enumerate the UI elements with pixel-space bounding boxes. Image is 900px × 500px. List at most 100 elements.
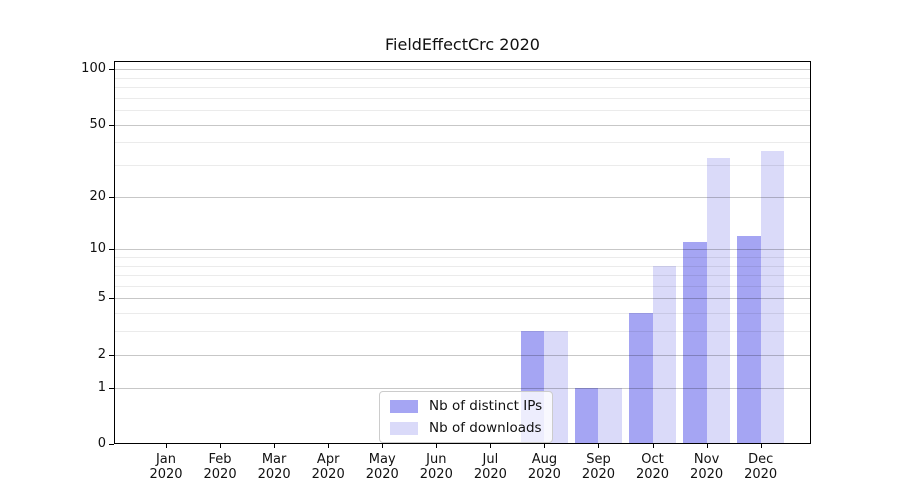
gridline-major (114, 354, 811, 356)
bar-downloads (760, 150, 785, 444)
gridline-minor (114, 87, 811, 89)
chart-title: FieldEffectCrc 2020 (385, 35, 540, 54)
y-tick-mark (109, 124, 114, 126)
gridline-minor (114, 142, 811, 144)
x-tick-mark (166, 444, 167, 448)
legend-item-downloads: Nb of downloads (390, 420, 542, 436)
x-tick-label-month: Jun (426, 452, 447, 467)
gridline-minor (114, 331, 811, 333)
x-tick-mark (220, 444, 222, 448)
x-tick-label: May 2020 (350, 452, 414, 482)
x-tick-label: Nov 2020 (675, 452, 739, 482)
x-tick-mark (760, 444, 762, 448)
y-tick-mark (109, 444, 114, 445)
x-tick-mark (382, 444, 384, 448)
y-tick-label: 5 (97, 290, 106, 306)
x-tick-label-month: Mar (261, 452, 287, 467)
gridline-minor (114, 257, 811, 258)
y-tick-label: 10 (89, 241, 106, 257)
legend-label-downloads: Nb of downloads (429, 420, 542, 436)
legend-label-distinct-ips: Nb of distinct IPs (429, 398, 543, 414)
gridline-minor (114, 313, 811, 315)
legend-swatch-distinct-ips (390, 399, 418, 413)
x-tick-label: Dec 2020 (729, 452, 793, 482)
gridline-minor (114, 97, 811, 99)
x-tick-label-month: May (368, 452, 396, 467)
y-tick-mark (109, 69, 114, 71)
legend: Nb of distinct IPs Nb of downloads (379, 391, 554, 443)
plot-area: Nb of distinct IPs Nb of downloads (114, 61, 811, 444)
x-tick-label: Mar 2020 (242, 452, 306, 482)
gridline-minor (114, 285, 811, 287)
bar-distinct-ips (683, 242, 707, 444)
x-tick-label: Oct 2020 (621, 452, 685, 482)
gridline-minor (114, 77, 811, 79)
x-tick-label-month: Jul (482, 452, 499, 467)
gridline-minor (114, 165, 811, 167)
x-tick-mark (706, 444, 708, 448)
x-tick-label-year: 2020 (419, 467, 453, 482)
bar-distinct-ips (574, 387, 599, 444)
legend-swatch-downloads (390, 421, 418, 435)
x-tick-label-year: 2020 (690, 467, 724, 482)
y-tick-label: 2 (97, 346, 106, 362)
x-tick-label-year: 2020 (257, 467, 291, 482)
x-tick-label-year: 2020 (203, 467, 237, 482)
y-tick-label: 0 (97, 436, 106, 451)
x-tick-label: Aug 2020 (512, 452, 576, 482)
x-tick-label-year: 2020 (744, 467, 778, 482)
x-tick-label: Feb 2020 (188, 452, 252, 482)
spine-top (114, 61, 811, 62)
spine-left (114, 61, 115, 444)
x-tick-label-year: 2020 (149, 467, 183, 482)
gridline-major (114, 196, 811, 198)
bar-downloads (652, 265, 677, 444)
x-tick-label-year: 2020 (635, 467, 670, 482)
x-tick-label-year: 2020 (473, 467, 507, 482)
x-tick-label: Sep 2020 (566, 452, 630, 482)
bar-distinct-ips (629, 313, 653, 444)
y-tick-mark (109, 249, 114, 251)
x-tick-label-year: 2020 (581, 467, 616, 482)
gridline-major (114, 69, 811, 71)
y-tick-label: 100 (81, 61, 106, 77)
bar-downloads (598, 387, 622, 444)
x-tick-label-month: Oct (641, 452, 664, 467)
x-tick-label-month: Apr (316, 452, 340, 467)
x-tick-mark (490, 444, 492, 448)
x-tick-label-year: 2020 (311, 467, 345, 482)
x-tick-label: Apr 2020 (296, 452, 360, 482)
x-tick-label: Jun 2020 (404, 452, 468, 482)
gridline-major (114, 249, 811, 251)
spine-bottom (114, 443, 811, 444)
legend-item-distinct-ips: Nb of distinct IPs (390, 398, 542, 414)
gridline-major (114, 298, 811, 300)
x-tick-label-year: 2020 (527, 467, 561, 482)
x-tick-mark (274, 444, 276, 448)
bar-distinct-ips (737, 235, 761, 444)
gridline-major (114, 387, 811, 389)
x-tick-label-month: Nov (693, 452, 720, 467)
x-tick-label-month: Jan (155, 452, 177, 467)
y-tick-mark (109, 298, 114, 300)
x-tick-mark (328, 444, 330, 448)
gridline-major (114, 124, 811, 126)
x-tick-label-month: Feb (208, 452, 232, 467)
y-tick-mark (109, 196, 114, 198)
y-tick-mark (109, 354, 114, 356)
x-tick-label-month: Sep (586, 452, 611, 467)
y-tick-label: 1 (97, 379, 106, 395)
gridline-minor (114, 265, 811, 267)
x-tick-mark (544, 444, 546, 448)
x-tick-mark (598, 444, 600, 448)
spine-right (810, 61, 811, 444)
x-tick-label-month: Dec (748, 452, 774, 467)
x-tick-label-year: 2020 (365, 467, 399, 482)
y-tick-label: 50 (89, 116, 106, 132)
y-tick-label: 20 (89, 188, 106, 204)
x-tick-label-month: Aug (531, 452, 558, 467)
x-tick-mark (436, 444, 438, 448)
x-tick-mark (652, 444, 654, 448)
x-tick-label: Jan 2020 (134, 452, 198, 482)
gridline-minor (114, 275, 811, 277)
